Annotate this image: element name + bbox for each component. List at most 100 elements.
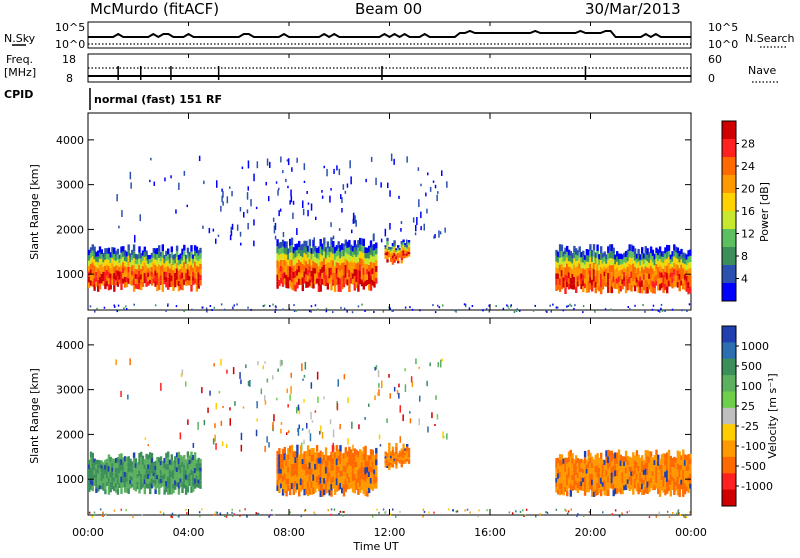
data-cell (156, 278, 159, 285)
data-cell (296, 269, 299, 276)
scatter-echo (393, 158, 395, 165)
data-cell (384, 247, 387, 250)
data-cell (368, 455, 371, 461)
data-cell (168, 277, 172, 283)
data-cell (98, 468, 102, 473)
data-cell (341, 465, 344, 471)
data-cell (366, 247, 369, 253)
data-cell (145, 453, 148, 459)
data-cell (591, 468, 594, 474)
data-cell (165, 486, 168, 493)
data-cell (114, 458, 118, 463)
scatter-echo (390, 153, 393, 162)
scatter-echo (218, 390, 221, 394)
data-cell (95, 469, 98, 474)
data-cell (569, 277, 572, 284)
scatter-echo (292, 212, 294, 219)
data-cell (364, 280, 367, 287)
data-cell (323, 251, 326, 259)
data-cell (111, 279, 114, 285)
scatter-echo (313, 237, 315, 244)
data-cell (407, 251, 411, 255)
data-cell (122, 262, 125, 268)
data-cell (125, 462, 129, 468)
data-cell (339, 445, 342, 452)
data-cell (564, 472, 567, 478)
data-cell (666, 458, 669, 465)
data-cell (136, 481, 139, 486)
data-cell (179, 258, 182, 264)
data-cell (632, 269, 635, 276)
data-cell (673, 256, 676, 263)
data-cell (658, 464, 662, 470)
data-cell (104, 464, 107, 470)
data-cell (630, 475, 633, 481)
data-cell (391, 255, 395, 259)
data-cell (310, 248, 313, 254)
data-cell (118, 275, 121, 280)
data-cell (624, 478, 628, 485)
data-cell (290, 237, 294, 245)
data-cell (100, 485, 103, 490)
data-cell (276, 456, 279, 463)
data-cell (655, 264, 658, 270)
data-cell (388, 255, 391, 258)
data-cell (346, 260, 349, 267)
data-cell (131, 265, 134, 271)
data-cell (351, 458, 355, 465)
data-cell (285, 472, 288, 479)
data-cell (328, 257, 331, 263)
data-cell (305, 463, 308, 470)
data-cell (605, 282, 608, 287)
data-cell (154, 460, 157, 466)
data-cell (123, 266, 127, 272)
data-cell (632, 482, 635, 489)
data-cell (646, 287, 649, 294)
data-cell (616, 481, 619, 488)
data-cell (170, 263, 173, 270)
ground-echo (372, 515, 374, 518)
data-cell (582, 477, 585, 483)
scatter-echo (301, 442, 303, 451)
scatter-echo (406, 239, 408, 248)
data-cell (573, 283, 576, 290)
data-cell (332, 247, 335, 254)
data-cell (567, 472, 571, 478)
data-cell (621, 259, 624, 265)
nave-label: Nave (748, 64, 776, 77)
data-cell (612, 259, 615, 265)
data-cell (107, 489, 111, 495)
data-cell (406, 446, 409, 449)
data-cell (184, 259, 188, 264)
data-cell (375, 266, 378, 272)
scatter-echo (202, 225, 204, 229)
data-cell (109, 477, 112, 483)
data-cell (346, 247, 349, 255)
data-cell (351, 486, 355, 493)
data-cell (154, 479, 157, 485)
data-cell (330, 464, 333, 471)
data-cell (98, 264, 102, 271)
data-cell (305, 261, 308, 268)
data-cell (116, 457, 120, 463)
data-cell (683, 488, 687, 495)
data-cell (97, 268, 100, 275)
data-cell (632, 245, 635, 252)
data-cell (592, 491, 596, 497)
data-cell (386, 461, 389, 464)
data-cell (175, 274, 179, 280)
data-cell (617, 265, 621, 271)
data-cell (573, 481, 576, 486)
scatter-echo (423, 223, 425, 231)
data-cell (100, 477, 103, 482)
data-cell (576, 255, 580, 261)
data-cell (398, 458, 402, 460)
scatter-echo (129, 171, 132, 180)
ground-echo (308, 310, 311, 313)
data-cell (91, 262, 94, 269)
data-cell (573, 472, 576, 477)
data-cell (337, 467, 340, 473)
data-cell (333, 458, 337, 465)
data-cell (680, 280, 683, 286)
data-cell (339, 464, 342, 471)
